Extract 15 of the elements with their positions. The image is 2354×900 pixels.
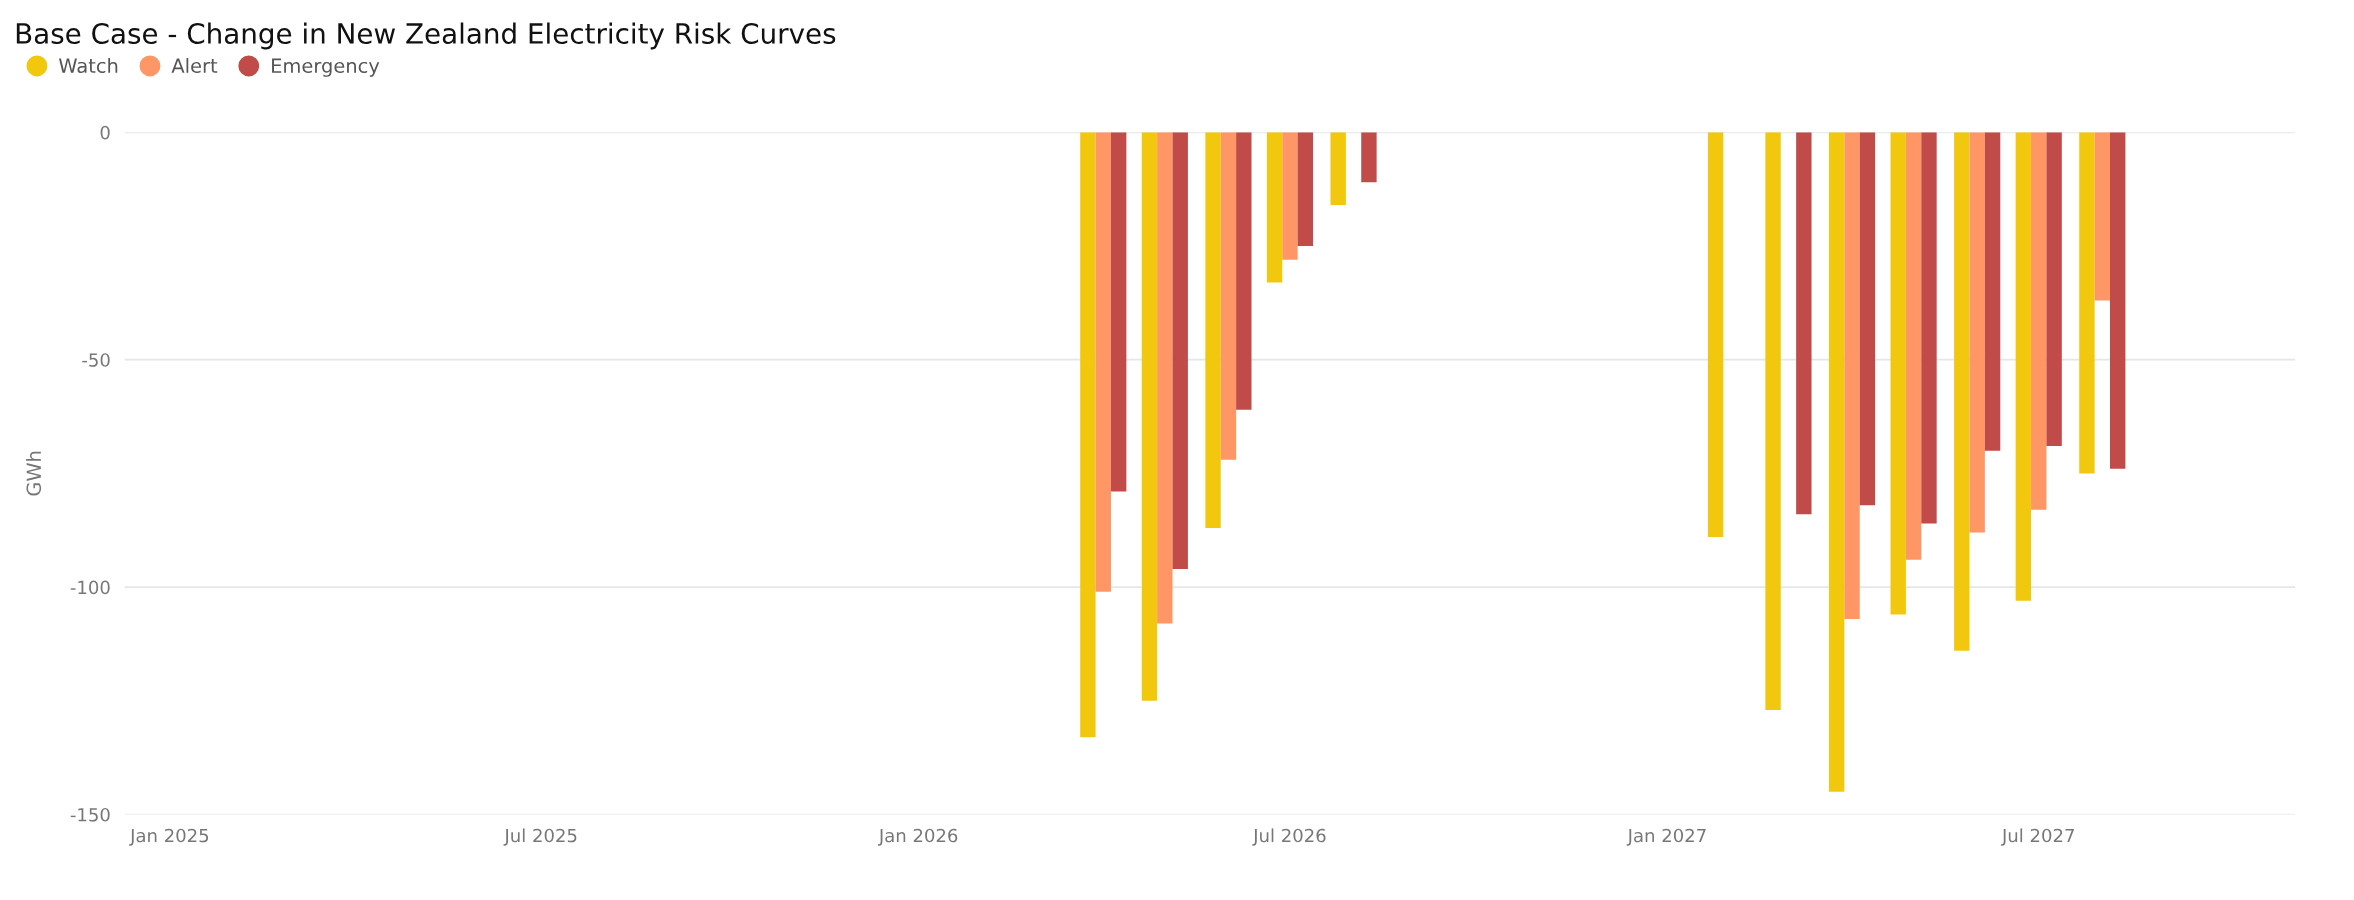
y-tick-label: -50 [82,353,110,367]
x-tick-label: Jan 2025 [129,828,209,846]
chart-title: Base Case - Change in New Zealand Electricity Risk Curves [16,22,836,50]
y-tick-label: -100 [70,580,110,595]
y-tick-label: -150 [70,807,110,822]
x-tick-label: Jan 2027 [1626,828,1706,846]
y-tick-label: 0 [100,125,110,140]
legend-label: Alert [171,58,218,74]
x-tick-label: Jul 2026 [1252,828,1326,846]
y-axis-title: GWh [26,451,42,496]
legend-label: Watch [58,58,118,74]
x-tick-label: Jan 2026 [877,828,958,846]
x-tick-label: Jul 2025 [503,828,577,846]
x-tick-label: Jul 2027 [2001,828,2074,846]
legend-label: Emergency [272,58,380,77]
